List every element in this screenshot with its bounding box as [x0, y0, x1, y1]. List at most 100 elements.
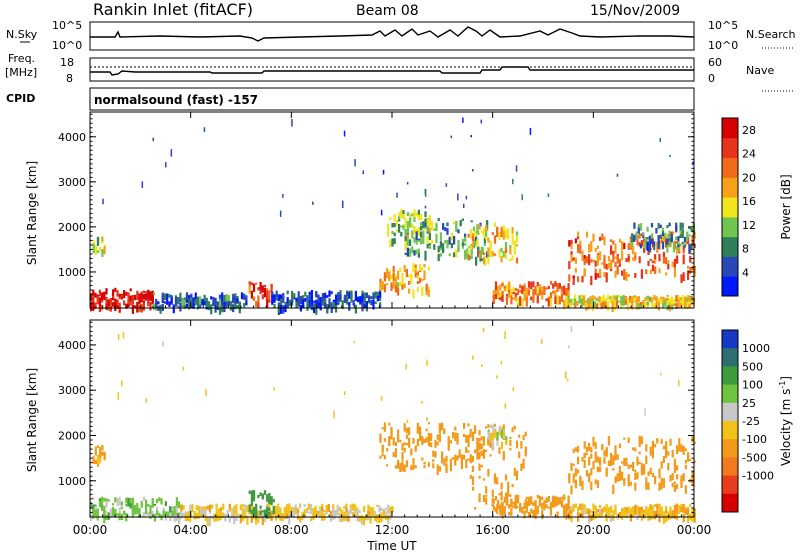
echo-cell: [691, 507, 694, 515]
echo-region: [568, 435, 696, 495]
echo-cell: [645, 444, 648, 452]
echo-cell: [421, 267, 424, 271]
echo-cell: [481, 258, 484, 261]
echo-cell: [420, 239, 423, 245]
echo-cell: [352, 300, 355, 303]
echo-cell: [338, 506, 341, 512]
echo-cell: [445, 183, 448, 187]
echo-cell: [665, 451, 668, 458]
echo-cell: [567, 501, 570, 506]
echo-cell: [214, 297, 217, 302]
echo-cell: [405, 427, 408, 434]
echo-cell: [442, 248, 445, 254]
echo-cell: [474, 449, 477, 454]
echo-cell: [433, 228, 436, 231]
echo-cell: [457, 193, 459, 201]
echo-cell: [338, 513, 341, 522]
echo-cell: [410, 448, 413, 455]
echo-cell: [692, 161, 694, 165]
echo-cell: [521, 298, 524, 308]
echo-cell: [299, 505, 302, 509]
echo-cell: [151, 296, 154, 305]
echo-cell: [101, 496, 104, 506]
echo-cell: [504, 250, 508, 259]
echo-cell: [103, 510, 106, 519]
freq-left-label-2: [MHz]: [5, 66, 37, 79]
echo-cell: [343, 130, 346, 137]
echo-cell: [168, 294, 171, 298]
echo-cell: [684, 297, 687, 307]
echo-cell: [437, 245, 440, 253]
echo-cell: [421, 286, 424, 297]
echo-cell: [494, 281, 498, 291]
echo-cell: [420, 237, 423, 241]
echo-cell: [491, 232, 494, 235]
echo-cell: [475, 256, 478, 266]
echo-cell: [478, 493, 481, 503]
y-tick-label: 4000: [58, 131, 86, 144]
echo-cell: [667, 451, 670, 456]
echo-cell: [400, 225, 403, 228]
echo-cell: [653, 241, 656, 246]
echo-cell: [612, 468, 615, 471]
echo-cell: [623, 457, 626, 466]
echo-cell: [280, 304, 283, 314]
echo-cell: [101, 294, 104, 300]
echo-cell: [556, 497, 559, 506]
echo-cell: [660, 508, 663, 514]
echo-cell: [120, 294, 123, 298]
echo-cell: [665, 514, 668, 523]
echo-cell: [236, 305, 239, 309]
echo-cell: [502, 424, 505, 431]
echo-cell: [478, 475, 481, 479]
echo-cell: [638, 451, 641, 455]
echo-cell: [228, 509, 231, 512]
colorbar-tick-label: 100: [742, 379, 763, 392]
echo-cell: [177, 298, 180, 305]
echo-cell: [629, 299, 632, 304]
echo-cell: [244, 504, 247, 513]
echo-cell: [250, 516, 253, 523]
echo-cell: [489, 240, 492, 245]
echo-cell: [424, 222, 427, 227]
echo-cell: [433, 244, 436, 250]
echo-cell: [465, 459, 468, 468]
echo-cell: [623, 269, 626, 279]
colorbar-tick-label: 28: [742, 124, 756, 137]
echo-cell: [476, 239, 479, 247]
echo-cell: [500, 430, 503, 439]
echo-cell: [195, 512, 198, 520]
echo-cell: [449, 462, 452, 472]
echo-cell: [578, 295, 581, 304]
echo-cell: [401, 452, 404, 461]
echo-cell: [693, 243, 696, 248]
echo-cell: [599, 251, 602, 261]
echo-cell: [640, 463, 643, 472]
echo-cell: [545, 497, 548, 502]
echo-cell: [211, 504, 214, 508]
echo-cell: [390, 430, 393, 440]
echo-cell: [96, 455, 100, 464]
echo-cell: [678, 379, 680, 387]
echo-cell: [371, 507, 374, 515]
echo-cell: [669, 508, 672, 517]
echo-cell: [614, 445, 617, 454]
echo-cell: [347, 509, 350, 517]
echo-cell: [512, 178, 514, 185]
echo-cell: [348, 290, 351, 294]
echo-cell: [204, 508, 207, 516]
echo-cell: [158, 497, 161, 502]
echo-cell: [524, 431, 527, 437]
echo-cell: [634, 472, 637, 480]
echo-cell: [291, 290, 294, 299]
echo-cell: [240, 292, 244, 300]
echo-cell: [152, 303, 156, 310]
echo-cell: [447, 445, 450, 451]
echo-cell: [324, 292, 327, 299]
echo-cell: [588, 243, 591, 253]
echo-cell: [403, 283, 406, 289]
echo-cell: [577, 458, 580, 465]
echo-cell: [299, 295, 302, 305]
